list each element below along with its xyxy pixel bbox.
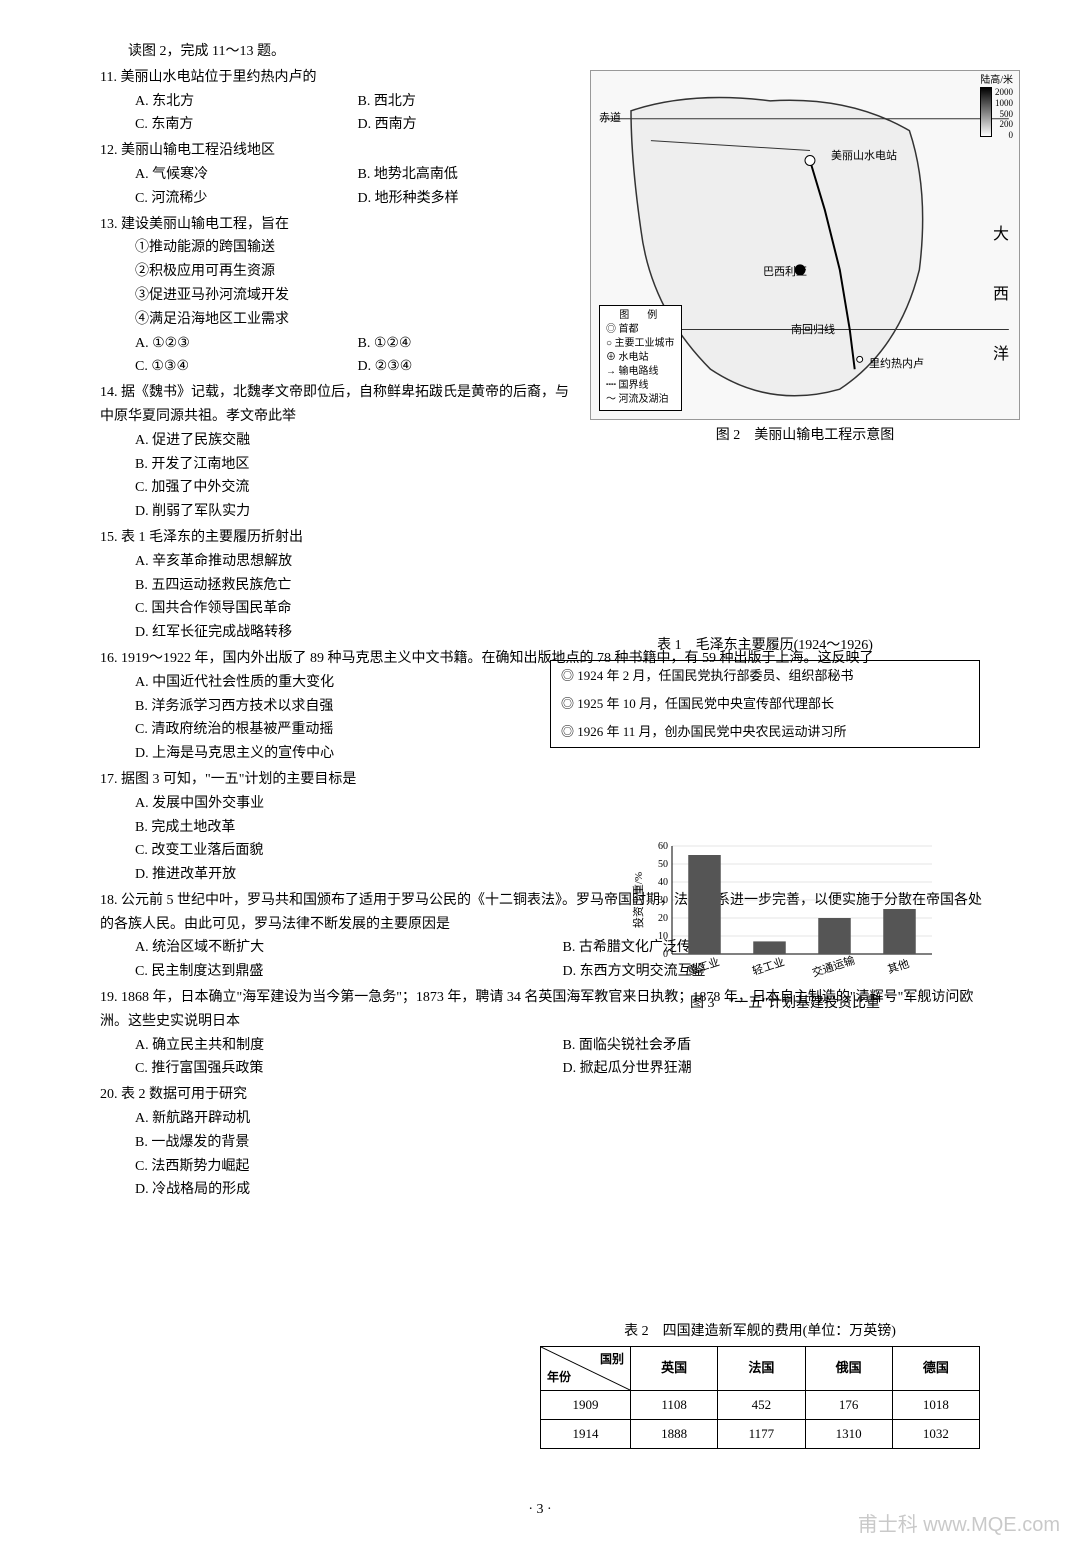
table-1-caption: 表 1 毛泽东主要履历(1924～1926) <box>550 634 980 658</box>
svg-text:重工业: 重工业 <box>685 954 721 978</box>
option: B. 完成土地改革 <box>135 816 580 840</box>
table-1: 表 1 毛泽东主要履历(1924～1926) ◎ 1924 年 2 月，任国民党… <box>550 634 980 748</box>
option: B. 面临尖锐社会矛盾 <box>563 1034 991 1058</box>
map-label-station: 美丽山水电站 <box>831 147 897 166</box>
q-stem: 15. 表 1 毛泽东的主要履历折射出 <box>100 526 580 550</box>
option: A. 新航路开辟动机 <box>135 1107 580 1131</box>
table-2-body: 国别 年份 英国 法国 俄国 德国 1909 1108 452 176 1018… <box>540 1346 980 1449</box>
table-col: 英国 <box>631 1346 718 1390</box>
map-label-tropic: 南回归线 <box>791 321 835 340</box>
figure-2-map: 赤道 美丽山水电站 巴西利亚 南回归线 里约热内卢 大 西 洋 陆高/米 200… <box>590 70 1020 470</box>
option: C. 改变工业落后面貌 <box>135 839 580 863</box>
figure-3-chart: 0 10 20 30 40 50 60 重工业 轻工业交通运输 其他 投资比重/% 图 3 "一五"… <box>630 838 940 1016</box>
option: C. 河流稀少 <box>135 187 358 211</box>
option: A. 辛亥革命推动思想解放 <box>135 550 580 574</box>
map-label-rio: 里约热内卢 <box>869 355 924 374</box>
option: B. ①②④ <box>358 332 581 356</box>
table-col: 德国 <box>892 1346 979 1390</box>
table-row: ◎ 1926 年 11 月，创办国民党中央农民运动讲习所 <box>553 719 977 745</box>
option: D. 地形种类多样 <box>358 187 581 211</box>
svg-text:轻工业: 轻工业 <box>750 954 786 978</box>
intro-11-13: 读图 2，完成 11～13 题。 <box>128 40 990 64</box>
option: D. ②③④ <box>358 355 581 379</box>
table-row: 1914 1888 1177 1310 1032 <box>541 1419 980 1448</box>
option: D. 西南方 <box>358 113 581 137</box>
map-label-ocean2: 西 <box>993 281 1009 308</box>
map-label-equator: 赤道 <box>599 109 621 128</box>
option: A. ①②③ <box>135 332 358 356</box>
question-13: 13. 建设美丽山输电工程，旨在 ①推动能源的跨国输送 ②积极应用可再生资源 ③… <box>100 213 580 380</box>
map-legend: 图 例 ◎ 首都 ○ 主要工业城市 ⊕ 水电站 → 输电路线 ┉ 国界线 〜 河… <box>599 305 682 411</box>
bar-chart: 0 10 20 30 40 50 60 重工业 轻工业交通运输 其他 投资比重/% <box>630 838 940 988</box>
figure-2-caption: 图 2 美丽山输电工程示意图 <box>590 424 1020 448</box>
option: D. 掀起瓜分世界狂潮 <box>563 1057 991 1081</box>
table-1-body: ◎ 1924 年 2 月，任国民党执行部委员、组织部秘书 ◎ 1925 年 10… <box>550 660 980 748</box>
question-20: 20. 表 2 数据可用于研究 A. 新航路开辟动机 B. 一战爆发的背景 C.… <box>100 1083 580 1202</box>
option: C. ①③④ <box>135 355 358 379</box>
map-image: 赤道 美丽山水电站 巴西利亚 南回归线 里约热内卢 大 西 洋 陆高/米 200… <box>590 70 1020 420</box>
option: B. 五四运动拯救民族危亡 <box>135 574 580 598</box>
figure-3-caption: 图 3 "一五"计划基建投资比重 <box>630 992 940 1016</box>
table-row: 1909 1108 452 176 1018 <box>541 1390 980 1419</box>
q-stem: 14. 据《魏书》记载，北魏孝文帝即位后，自称鲜卑拓跋氏是黄帝的后裔，与中原华夏… <box>100 381 580 429</box>
table-col: 俄国 <box>805 1346 892 1390</box>
map-label-ocean3: 洋 <box>993 341 1009 368</box>
option: D. 红军长征完成战略转移 <box>135 621 580 645</box>
option: C. 民主制度达到鼎盛 <box>135 960 563 984</box>
q-stem: 20. 表 2 数据可用于研究 <box>100 1083 580 1107</box>
svg-text:20: 20 <box>658 913 668 924</box>
sub-option: ④满足沿海地区工业需求 <box>100 308 580 332</box>
svg-text:0: 0 <box>663 949 668 960</box>
sub-option: ②积极应用可再生资源 <box>100 260 580 284</box>
option: A. 发展中国外交事业 <box>135 792 580 816</box>
question-15: 15. 表 1 毛泽东的主要履历折射出 A. 辛亥革命推动思想解放 B. 五四运… <box>100 526 580 645</box>
q-stem: 11. 美丽山水电站位于里约热内卢的 <box>100 66 580 90</box>
option: C. 加强了中外交流 <box>135 476 990 500</box>
option: A. 气候寒冷 <box>135 163 358 187</box>
question-11: 11. 美丽山水电站位于里约热内卢的 A. 东北方 B. 西北方 C. 东南方 … <box>100 66 580 137</box>
option: A. 确立民主共和制度 <box>135 1034 563 1058</box>
svg-text:50: 50 <box>658 859 668 870</box>
table-col: 法国 <box>718 1346 805 1390</box>
table-row: ◎ 1925 年 10 月，任国民党中央宣传部代理部长 <box>553 691 977 717</box>
svg-text:40: 40 <box>658 877 668 888</box>
option: C. 国共合作领导国民革命 <box>135 597 580 621</box>
table-2: 表 2 四国建造新军舰的费用(单位：万英镑) 国别 年份 英国 法国 俄国 德国… <box>540 1320 980 1449</box>
q-stem: 17. 据图 3 可知，"一五"计划的主要目标是 <box>100 768 580 792</box>
map-label-capital: 巴西利亚 <box>763 263 807 282</box>
svg-text:60: 60 <box>658 841 668 852</box>
option: B. 地势北高南低 <box>358 163 581 187</box>
svg-text:交通运输: 交通运输 <box>810 953 856 980</box>
table-diag-header: 国别 年份 <box>541 1346 631 1390</box>
option: D. 冷战格局的形成 <box>135 1178 580 1202</box>
q-stem: 12. 美丽山输电工程沿线地区 <box>100 139 580 163</box>
svg-text:10: 10 <box>658 931 668 942</box>
option: D. 推进改革开放 <box>135 863 580 887</box>
map-label-ocean1: 大 <box>993 221 1009 248</box>
watermark: 甫士科 www.MQE.com <box>858 1508 1060 1542</box>
option: C. 东南方 <box>135 113 358 137</box>
sub-option: ③促进亚马孙河流域开发 <box>100 284 580 308</box>
option: C. 法西斯势力崛起 <box>135 1155 580 1179</box>
option: A. 东北方 <box>135 90 358 114</box>
option: A. 统治区域不断扩大 <box>135 936 563 960</box>
question-17: 17. 据图 3 可知，"一五"计划的主要目标是 A. 发展中国外交事业 B. … <box>100 768 580 887</box>
table-row: ◎ 1924 年 2 月，任国民党执行部委员、组织部秘书 <box>553 663 977 689</box>
option: D. 削弱了军队实力 <box>135 500 990 524</box>
svg-text:30: 30 <box>658 895 668 906</box>
option: C. 推行富国强兵政策 <box>135 1057 563 1081</box>
sub-option: ①推动能源的跨国输送 <box>100 236 580 260</box>
table-2-caption: 表 2 四国建造新军舰的费用(单位：万英镑) <box>540 1320 980 1344</box>
q-stem: 13. 建设美丽山输电工程，旨在 <box>100 213 580 237</box>
option: B. 西北方 <box>358 90 581 114</box>
option: B. 一战爆发的背景 <box>135 1131 580 1155</box>
elevation-legend: 陆高/米 2000 1000 500 200 0 <box>980 75 1013 137</box>
question-12: 12. 美丽山输电工程沿线地区 A. 气候寒冷 B. 地势北高南低 C. 河流稀… <box>100 139 580 210</box>
svg-text:投资比重/%: 投资比重/% <box>631 872 645 928</box>
svg-text:其他: 其他 <box>886 957 911 976</box>
